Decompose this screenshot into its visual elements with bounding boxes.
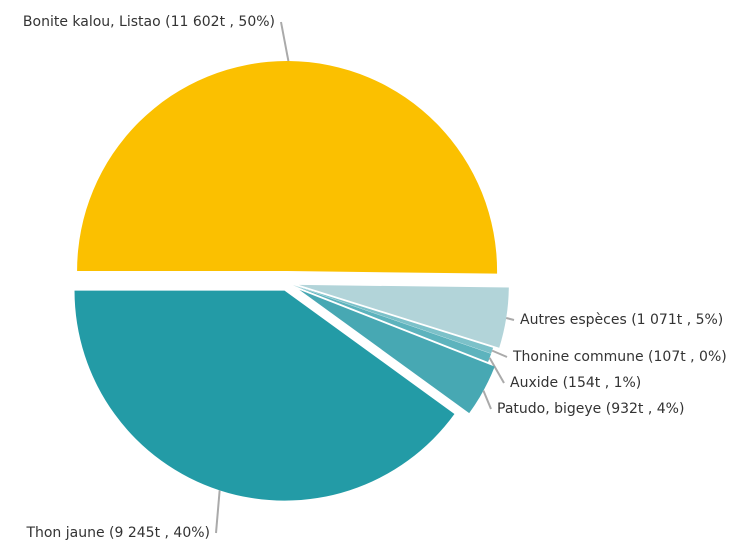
slice-label: Patudo, bigeye (932t , 4%) — [497, 401, 684, 417]
slice-label: Autres espèces (1 071t , 5%) — [520, 312, 723, 328]
slice-label: Thonine commune (107t , 0%) — [512, 349, 727, 365]
pie-slice — [292, 284, 494, 354]
pie-slice — [74, 290, 455, 501]
leader-line — [482, 390, 492, 410]
slice-label: Thon jaune (9 245t , 40%) — [25, 525, 210, 541]
pie-slice — [298, 284, 509, 348]
leader-line — [505, 317, 515, 321]
slice-label: Bonite kalou, Listao (11 602t , 50%) — [23, 14, 275, 30]
slice-label: Auxide (154t , 1%) — [510, 375, 641, 391]
leader-line — [488, 357, 505, 384]
pie-slice — [299, 289, 495, 414]
leader-line — [491, 349, 508, 358]
leader-line — [280, 21, 290, 62]
pie-slice — [292, 285, 492, 362]
pie-slice — [77, 61, 498, 274]
leader-line — [215, 490, 221, 534]
